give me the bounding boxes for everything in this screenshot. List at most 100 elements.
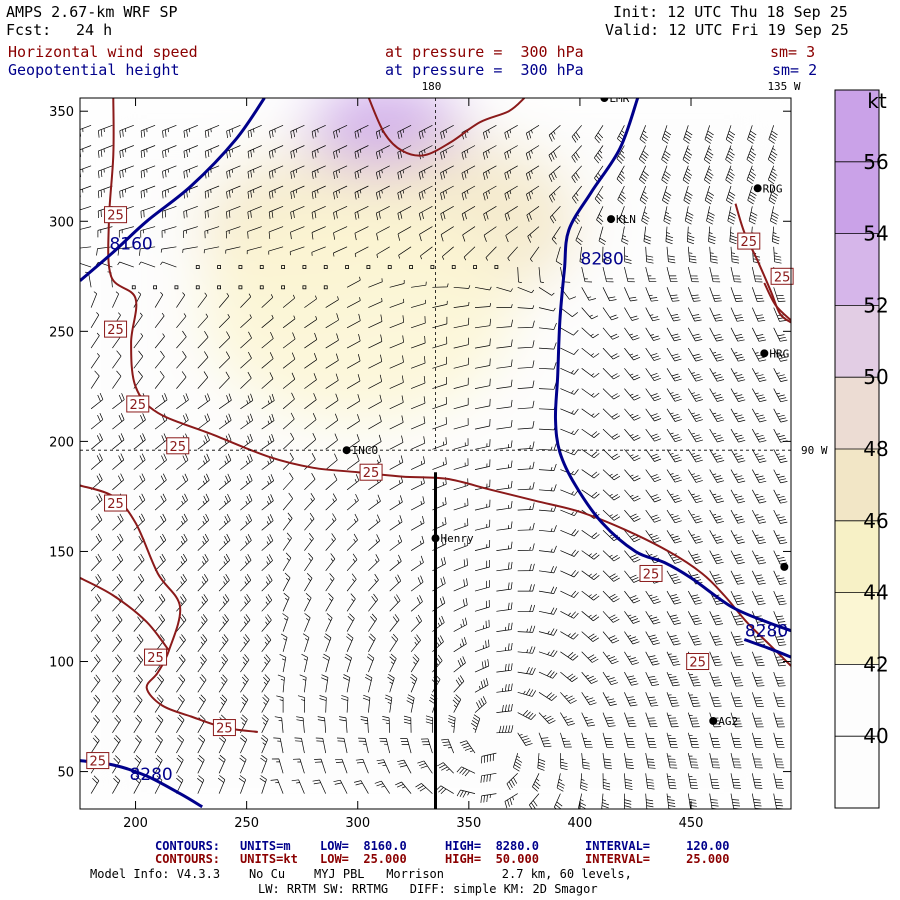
wind-barb <box>261 634 272 653</box>
wind-barb <box>645 489 662 503</box>
wind-barb <box>453 656 466 673</box>
y-tick-label: 50 <box>57 766 74 781</box>
wind-barb <box>218 553 231 572</box>
wind-barb <box>624 307 639 321</box>
wind-barb <box>346 354 361 369</box>
wind-barb <box>773 530 788 545</box>
model-info: Model Info: V4.3.3 No Cu MYJ PBL Morriso… <box>90 867 632 881</box>
colorbar-units: kt <box>867 89 887 113</box>
wind-barb <box>112 735 121 754</box>
wind-barb <box>154 453 167 470</box>
wind-barb <box>661 165 671 185</box>
wind-barb <box>226 124 241 139</box>
wind-barb <box>368 354 383 369</box>
wind-barb <box>354 185 369 200</box>
wind-barb <box>133 573 145 592</box>
wind-barb <box>453 498 469 511</box>
wind-barb <box>594 125 604 144</box>
wind-barb <box>709 267 721 283</box>
barb-calm <box>217 265 221 269</box>
wind-barb <box>602 651 619 665</box>
wind-barb <box>261 714 269 733</box>
wind-barb <box>344 653 352 673</box>
wind-barb <box>453 438 469 450</box>
wind-barb <box>80 262 92 268</box>
wind-barb <box>688 408 703 422</box>
wind-barb <box>602 327 620 340</box>
wind-barb <box>581 611 600 622</box>
wind-barb <box>290 165 305 179</box>
wind-barb <box>581 590 600 601</box>
wind-barb <box>579 246 587 265</box>
wind-barb <box>341 695 349 713</box>
wind-barb <box>389 614 400 632</box>
wind-barb <box>453 418 469 430</box>
station-label: KLN <box>616 213 636 226</box>
wind-barb <box>325 313 339 329</box>
wind-barb <box>624 550 641 563</box>
wind-barb <box>261 474 275 491</box>
wind-barb <box>302 633 310 652</box>
wind-barb <box>247 226 262 239</box>
wind-barb <box>581 550 600 560</box>
wind-barb <box>325 333 339 349</box>
wind-barb <box>333 165 348 180</box>
wind-barb <box>581 530 600 540</box>
wind-barb <box>133 553 145 572</box>
wind-barb <box>176 755 184 774</box>
wind-barb <box>602 671 619 686</box>
wind-barb <box>538 287 555 296</box>
wind-barb <box>602 408 620 420</box>
wind-barb <box>225 226 241 239</box>
wind-barb <box>453 636 467 653</box>
wind-barb <box>560 549 579 557</box>
wind-label: 25 <box>169 440 186 455</box>
wind-barb <box>374 780 390 794</box>
wind-barb <box>751 408 767 423</box>
wind-barb <box>261 494 274 511</box>
wind-barb <box>406 694 415 713</box>
wind-barb <box>368 613 377 632</box>
wind-barb <box>90 392 104 410</box>
wind-barb <box>96 246 113 256</box>
wind-barb <box>389 315 405 329</box>
wind-barb <box>496 683 513 693</box>
wind-barb <box>346 454 360 470</box>
wind-barb <box>90 433 103 450</box>
wind-barb <box>730 590 745 605</box>
wind-barb <box>581 287 596 301</box>
wind-barb <box>624 509 641 522</box>
wind-barb <box>410 516 425 531</box>
wind-barb <box>687 246 697 264</box>
wind-barb <box>292 758 305 774</box>
wind-contour-low: LOW= 25.000 <box>320 852 407 866</box>
wind-barb <box>560 651 579 661</box>
wind-barb <box>325 453 338 470</box>
wind-barb <box>297 695 306 713</box>
model-physics: LW: RRTM SW: RRTMG DIFF: simple KM: 2D S… <box>258 882 598 896</box>
wind-barb <box>602 590 620 603</box>
wind-barb <box>483 206 497 221</box>
wind-barb <box>709 287 722 302</box>
wind-barb <box>581 489 600 499</box>
wind-barb <box>90 291 98 308</box>
wind-barb <box>355 759 369 774</box>
wind-barb <box>418 165 433 180</box>
chart-title: AMPS 2.67-km WRF SP <box>6 3 178 21</box>
wind-barb <box>197 574 209 592</box>
wind-barb <box>247 145 262 159</box>
wind-barb <box>419 226 433 242</box>
wind-barb <box>218 351 231 369</box>
wind-barb <box>389 298 405 308</box>
wind-barb <box>133 734 142 754</box>
wind-barb <box>289 246 305 256</box>
wind-barb <box>410 335 426 349</box>
wind-barb <box>154 734 163 754</box>
wind-barb <box>176 473 189 491</box>
wind-barb <box>661 125 672 144</box>
wind-barb <box>304 572 313 592</box>
wind-barb <box>663 206 672 225</box>
wind-barb <box>261 433 275 450</box>
wind-barb <box>602 347 620 360</box>
wind-barb <box>176 714 185 733</box>
